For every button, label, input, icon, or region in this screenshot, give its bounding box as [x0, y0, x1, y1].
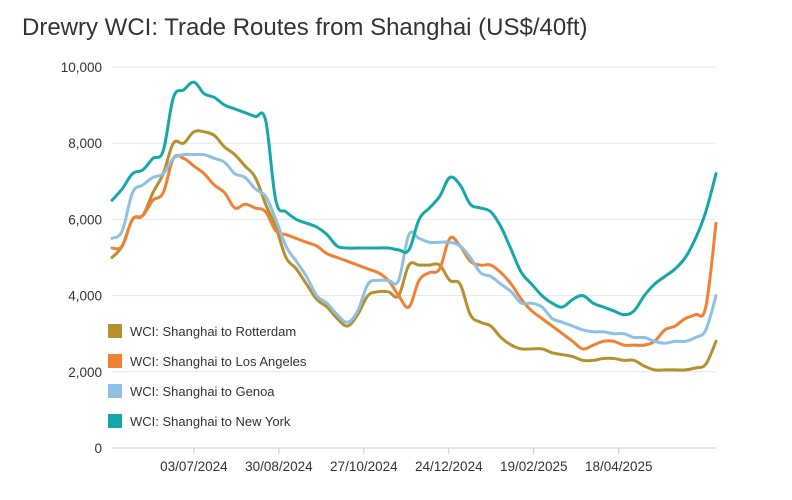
- x-axis: [112, 447, 716, 454]
- legend-swatch: [108, 324, 122, 338]
- legend-item-genoa[interactable]: WCI: Shanghai to Genoa: [108, 384, 275, 399]
- legend-item-los-angeles[interactable]: WCI: Shanghai to Los Angeles: [108, 354, 307, 369]
- y-tick-label: 0: [94, 441, 102, 456]
- legend-label: WCI: Shanghai to Los Angeles: [130, 354, 307, 369]
- y-tick-label: 4,000: [68, 289, 102, 304]
- legend-item-rotterdam[interactable]: WCI: Shanghai to Rotterdam: [108, 324, 296, 339]
- x-tick-label: 18/04/2025: [585, 459, 653, 474]
- y-tick-label: 8,000: [68, 136, 102, 151]
- x-axis-labels: 03/07/2024 30/08/2024 27/10/2024 24/12/2024…: [160, 459, 652, 474]
- series-line-los-angeles: [110, 153, 718, 351]
- x-tick-label: 19/02/2025: [500, 459, 568, 474]
- legend-swatch: [108, 414, 122, 428]
- legend-swatch: [108, 384, 122, 398]
- y-tick-label: 2,000: [68, 365, 102, 380]
- legend-label: WCI: Shanghai to New York: [130, 414, 291, 429]
- y-tick-label: 6,000: [68, 212, 102, 227]
- y-tick-label: 10,000: [61, 60, 102, 75]
- legend-label: WCI: Shanghai to Genoa: [130, 384, 275, 399]
- chart-title: Drewry WCI: Trade Routes from Shanghai (…: [22, 14, 588, 41]
- legend-item-new-york[interactable]: WCI: Shanghai to New York: [108, 414, 291, 429]
- series-lines: [110, 80, 718, 372]
- legend-swatch: [108, 354, 122, 368]
- x-tick-label: 24/12/2024: [415, 459, 483, 474]
- legend-label: WCI: Shanghai to Rotterdam: [130, 324, 296, 339]
- x-tick-label: 30/08/2024: [245, 459, 313, 474]
- series-line-rotterdam: [110, 129, 718, 372]
- series-line-new-york: [110, 80, 718, 317]
- y-axis-labels: 0 2,000 4,000 6,000 8,000 10,000: [61, 60, 102, 456]
- x-tick-label: 03/07/2024: [160, 459, 228, 474]
- legend: WCI: Shanghai to Rotterdam WCI: Shanghai …: [108, 324, 307, 429]
- x-tick-label: 27/10/2024: [330, 459, 398, 474]
